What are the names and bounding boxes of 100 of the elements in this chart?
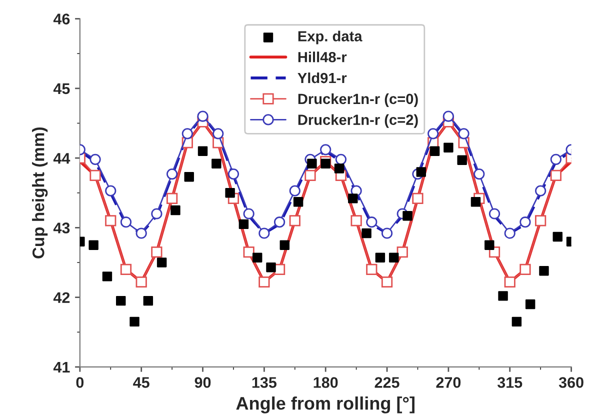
point <box>120 264 132 276</box>
x-tick-label: 270 <box>436 377 461 388</box>
point <box>166 168 178 180</box>
point <box>212 158 222 168</box>
point <box>428 128 439 140</box>
y-tick-label: 44 <box>53 153 70 164</box>
point <box>366 264 378 276</box>
point <box>102 272 112 282</box>
point <box>266 262 276 272</box>
y-tick-label: 43 <box>53 222 70 234</box>
point <box>470 197 481 207</box>
x-tick-label: 0 <box>76 377 84 388</box>
point <box>252 252 262 262</box>
point <box>512 316 522 327</box>
x-tick-label: 315 <box>497 377 522 388</box>
point <box>258 276 270 288</box>
point <box>228 168 240 180</box>
point <box>184 172 194 182</box>
point <box>539 266 549 276</box>
point <box>116 296 126 306</box>
legend-label: Drucker1n-r (c=2) <box>298 114 418 128</box>
point <box>156 258 167 268</box>
point <box>136 276 147 288</box>
point <box>442 110 454 122</box>
point <box>289 185 300 196</box>
point <box>412 192 424 204</box>
y-tick-label: 45 <box>53 83 70 94</box>
point <box>212 128 224 140</box>
point <box>484 240 494 250</box>
point <box>320 144 332 156</box>
point <box>375 252 386 262</box>
legend-label: Hill48-r <box>298 52 347 62</box>
point <box>498 291 508 301</box>
point <box>304 170 316 182</box>
point <box>520 216 531 228</box>
x-tick-label: 90 <box>194 377 211 388</box>
point <box>535 215 546 226</box>
point <box>550 154 562 165</box>
y-axis-title: Cup height (mm) <box>32 127 48 258</box>
point <box>520 264 531 276</box>
x-axis-title: Angle from rolling [°] <box>236 396 414 414</box>
point <box>525 299 536 310</box>
point <box>416 167 426 177</box>
point <box>170 205 180 216</box>
point <box>143 296 154 306</box>
point <box>197 110 208 122</box>
point <box>151 208 162 220</box>
point <box>120 216 132 228</box>
point <box>362 228 372 238</box>
y-tick-label: 41 <box>53 362 70 372</box>
point <box>430 146 440 156</box>
x-tick-label: 45 <box>133 377 150 388</box>
point <box>105 185 116 196</box>
x-tick-label: 180 <box>314 377 338 388</box>
point <box>488 208 500 220</box>
point <box>243 208 254 220</box>
point <box>444 142 454 152</box>
x-tick-label: 360 <box>558 377 584 388</box>
point <box>402 210 412 221</box>
point <box>504 228 516 239</box>
point <box>136 228 147 239</box>
point <box>458 128 470 140</box>
point <box>396 246 408 258</box>
legend-label: Drucker1n-r (c=0) <box>298 93 418 107</box>
point <box>274 216 286 228</box>
point <box>504 276 516 288</box>
point <box>381 276 393 288</box>
point <box>289 215 300 226</box>
x-tick-label: 135 <box>252 377 276 388</box>
point <box>90 170 101 182</box>
point <box>381 228 393 239</box>
point <box>474 168 485 180</box>
point <box>280 240 290 250</box>
point <box>90 154 101 165</box>
point <box>366 216 378 228</box>
x-tick-label: 225 <box>374 377 400 388</box>
point <box>166 192 178 204</box>
legend-label: Exp. data <box>298 30 362 44</box>
point <box>105 215 116 226</box>
point <box>550 170 562 182</box>
point <box>130 316 140 327</box>
point <box>457 155 467 165</box>
point <box>225 188 235 198</box>
point <box>243 246 254 258</box>
legend-label: Yld91-r <box>298 72 347 84</box>
point <box>335 154 347 165</box>
point <box>320 158 330 168</box>
point <box>88 240 98 250</box>
point <box>151 246 162 258</box>
y-tick-label: 42 <box>53 292 70 303</box>
point <box>388 252 399 262</box>
point <box>238 219 249 230</box>
point <box>350 215 362 226</box>
point <box>535 185 546 196</box>
point <box>348 194 358 204</box>
point <box>198 146 208 156</box>
y-tick-label: 46 <box>53 14 70 24</box>
point <box>552 232 562 242</box>
point <box>293 197 304 207</box>
point <box>258 228 270 239</box>
